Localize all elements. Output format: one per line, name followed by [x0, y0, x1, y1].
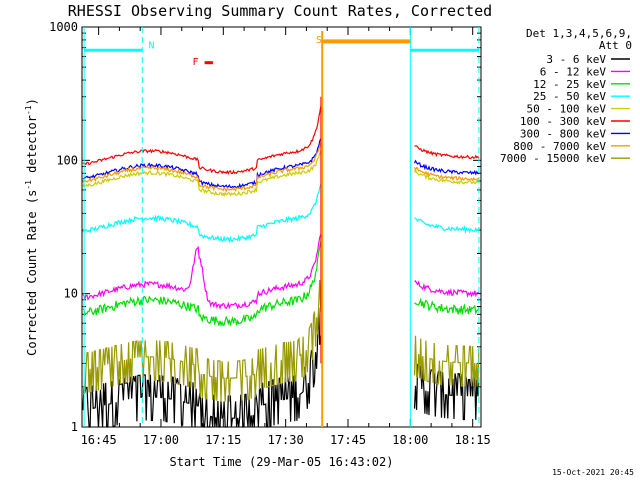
series-line-3-seg0 [82, 184, 322, 244]
x-axis-label: Start Time (29-Mar-05 16:43:02) [170, 455, 394, 469]
marker-label-s: S [316, 35, 322, 46]
series-line-0-seg0 [82, 307, 322, 428]
y-axis-label: Corrected Count Rate (s-1 detector-1) [24, 98, 39, 356]
legend-label: 100 - 300 keV [520, 115, 606, 128]
marker-label-n: N [149, 40, 155, 51]
legend-label: 3 - 6 keV [546, 53, 606, 66]
series-line-8-seg0 [82, 279, 322, 402]
x-tick-label: 17:30 [268, 433, 304, 447]
legend-label: 7000 - 15000 keV [500, 152, 606, 165]
x-tick-label: 17:15 [205, 433, 241, 447]
marker-label-f: F [193, 57, 199, 68]
series-line-6-seg1 [413, 159, 480, 176]
y-tick-label: 100 [56, 153, 78, 167]
series-line-2-seg1 [414, 297, 480, 316]
timestamp-stamp: 15-Oct-2021 20:45 [552, 468, 634, 477]
legend-label: 6 - 12 keV [540, 65, 607, 78]
legend-label: 25 - 50 keV [533, 90, 606, 103]
x-tick-label: 18:00 [392, 433, 428, 447]
x-tick-label: 16:45 [81, 433, 117, 447]
series-line-7-seg1 [413, 166, 480, 182]
legend-header-line1: Det 1,3,4,5,6,9, [526, 27, 632, 40]
series-line-6-seg0 [82, 138, 322, 189]
series-line-1-seg1 [414, 280, 480, 298]
series-line-4-seg1 [413, 168, 480, 185]
series-line-8-seg1 [413, 335, 480, 387]
legend-label: 300 - 800 keV [520, 127, 606, 140]
plot-frame [81, 26, 482, 428]
series-line-5-seg1 [414, 145, 480, 160]
x-tick-label: 18:15 [455, 433, 491, 447]
x-tick-label: 17:45 [330, 433, 366, 447]
series-line-0-seg1 [413, 363, 480, 421]
series-line-7-seg0 [82, 142, 322, 193]
series-line-5-seg0 [82, 106, 322, 175]
series-line-4-seg0 [82, 150, 322, 198]
series-line-3-seg1 [414, 217, 480, 235]
y-tick-label: 1 [71, 420, 78, 434]
x-tick-label: 17:00 [143, 433, 179, 447]
legend-header-line2: Att 0 [598, 39, 632, 52]
chart-title: RHESSI Observing Summary Count Rates, Co… [67, 2, 493, 20]
y-tick-label: 10 [64, 287, 78, 301]
series-line-2-seg0 [82, 241, 322, 327]
legend-label: 800 - 7000 keV [513, 140, 606, 153]
y-tick-label: 1000 [49, 20, 78, 34]
legend-label: 50 - 100 keV [527, 103, 607, 116]
series-line-1-seg0 [82, 234, 322, 311]
legend-label: 12 - 25 keV [533, 78, 606, 91]
